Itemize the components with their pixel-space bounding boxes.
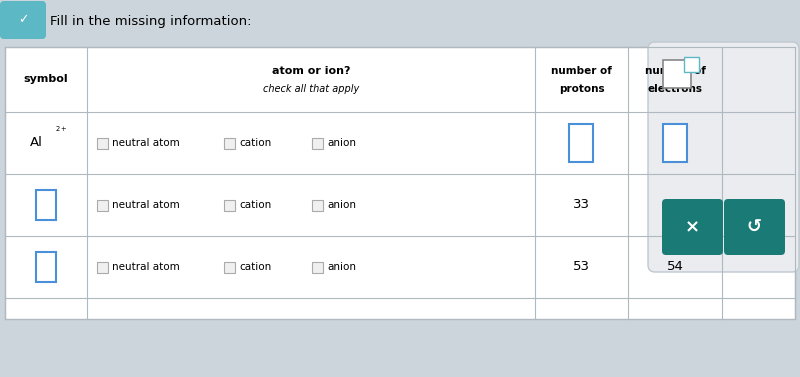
Text: symbol: symbol [24,75,68,84]
Text: cation: cation [239,262,271,272]
Text: number of: number of [551,66,612,77]
Bar [684,57,699,72]
Text: atom or ion?: atom or ion? [272,66,350,77]
Bar [311,138,322,149]
FancyBboxPatch shape [724,199,785,255]
Bar [5,47,795,319]
Text: neutral atom: neutral atom [112,200,180,210]
Text: 53: 53 [573,261,590,273]
Bar [223,262,234,273]
Bar [663,124,687,162]
Text: check all that apply: check all that apply [263,84,359,95]
Text: 33: 33 [573,199,590,211]
Bar [97,262,107,273]
Text: electrons: electrons [647,84,702,95]
Bar [223,138,234,149]
Bar [311,199,322,210]
Bar [36,252,56,282]
Text: neutral atom: neutral atom [112,262,180,272]
Bar [36,190,56,220]
Text: ✓: ✓ [18,14,28,26]
Text: Al: Al [30,136,43,150]
Text: anion: anion [327,138,356,148]
Text: anion: anion [327,262,356,272]
Bar [663,60,691,88]
Text: $^{2+}$: $^{2+}$ [54,126,67,136]
Text: ×: × [685,218,700,236]
Text: cation: cation [239,200,271,210]
Text: anion: anion [327,200,356,210]
Text: ↺: ↺ [747,218,762,236]
Bar [311,262,322,273]
FancyBboxPatch shape [662,199,723,255]
Text: cation: cation [239,138,271,148]
Bar [570,124,594,162]
Bar [97,138,107,149]
FancyBboxPatch shape [648,42,799,272]
Bar [97,199,107,210]
Text: protons: protons [558,84,604,95]
Text: 33: 33 [666,199,683,211]
Text: neutral atom: neutral atom [112,138,180,148]
Text: 54: 54 [666,261,683,273]
Text: number of: number of [645,66,706,77]
Text: Fill in the missing information:: Fill in the missing information: [50,15,251,29]
Bar [223,199,234,210]
FancyBboxPatch shape [0,1,46,39]
